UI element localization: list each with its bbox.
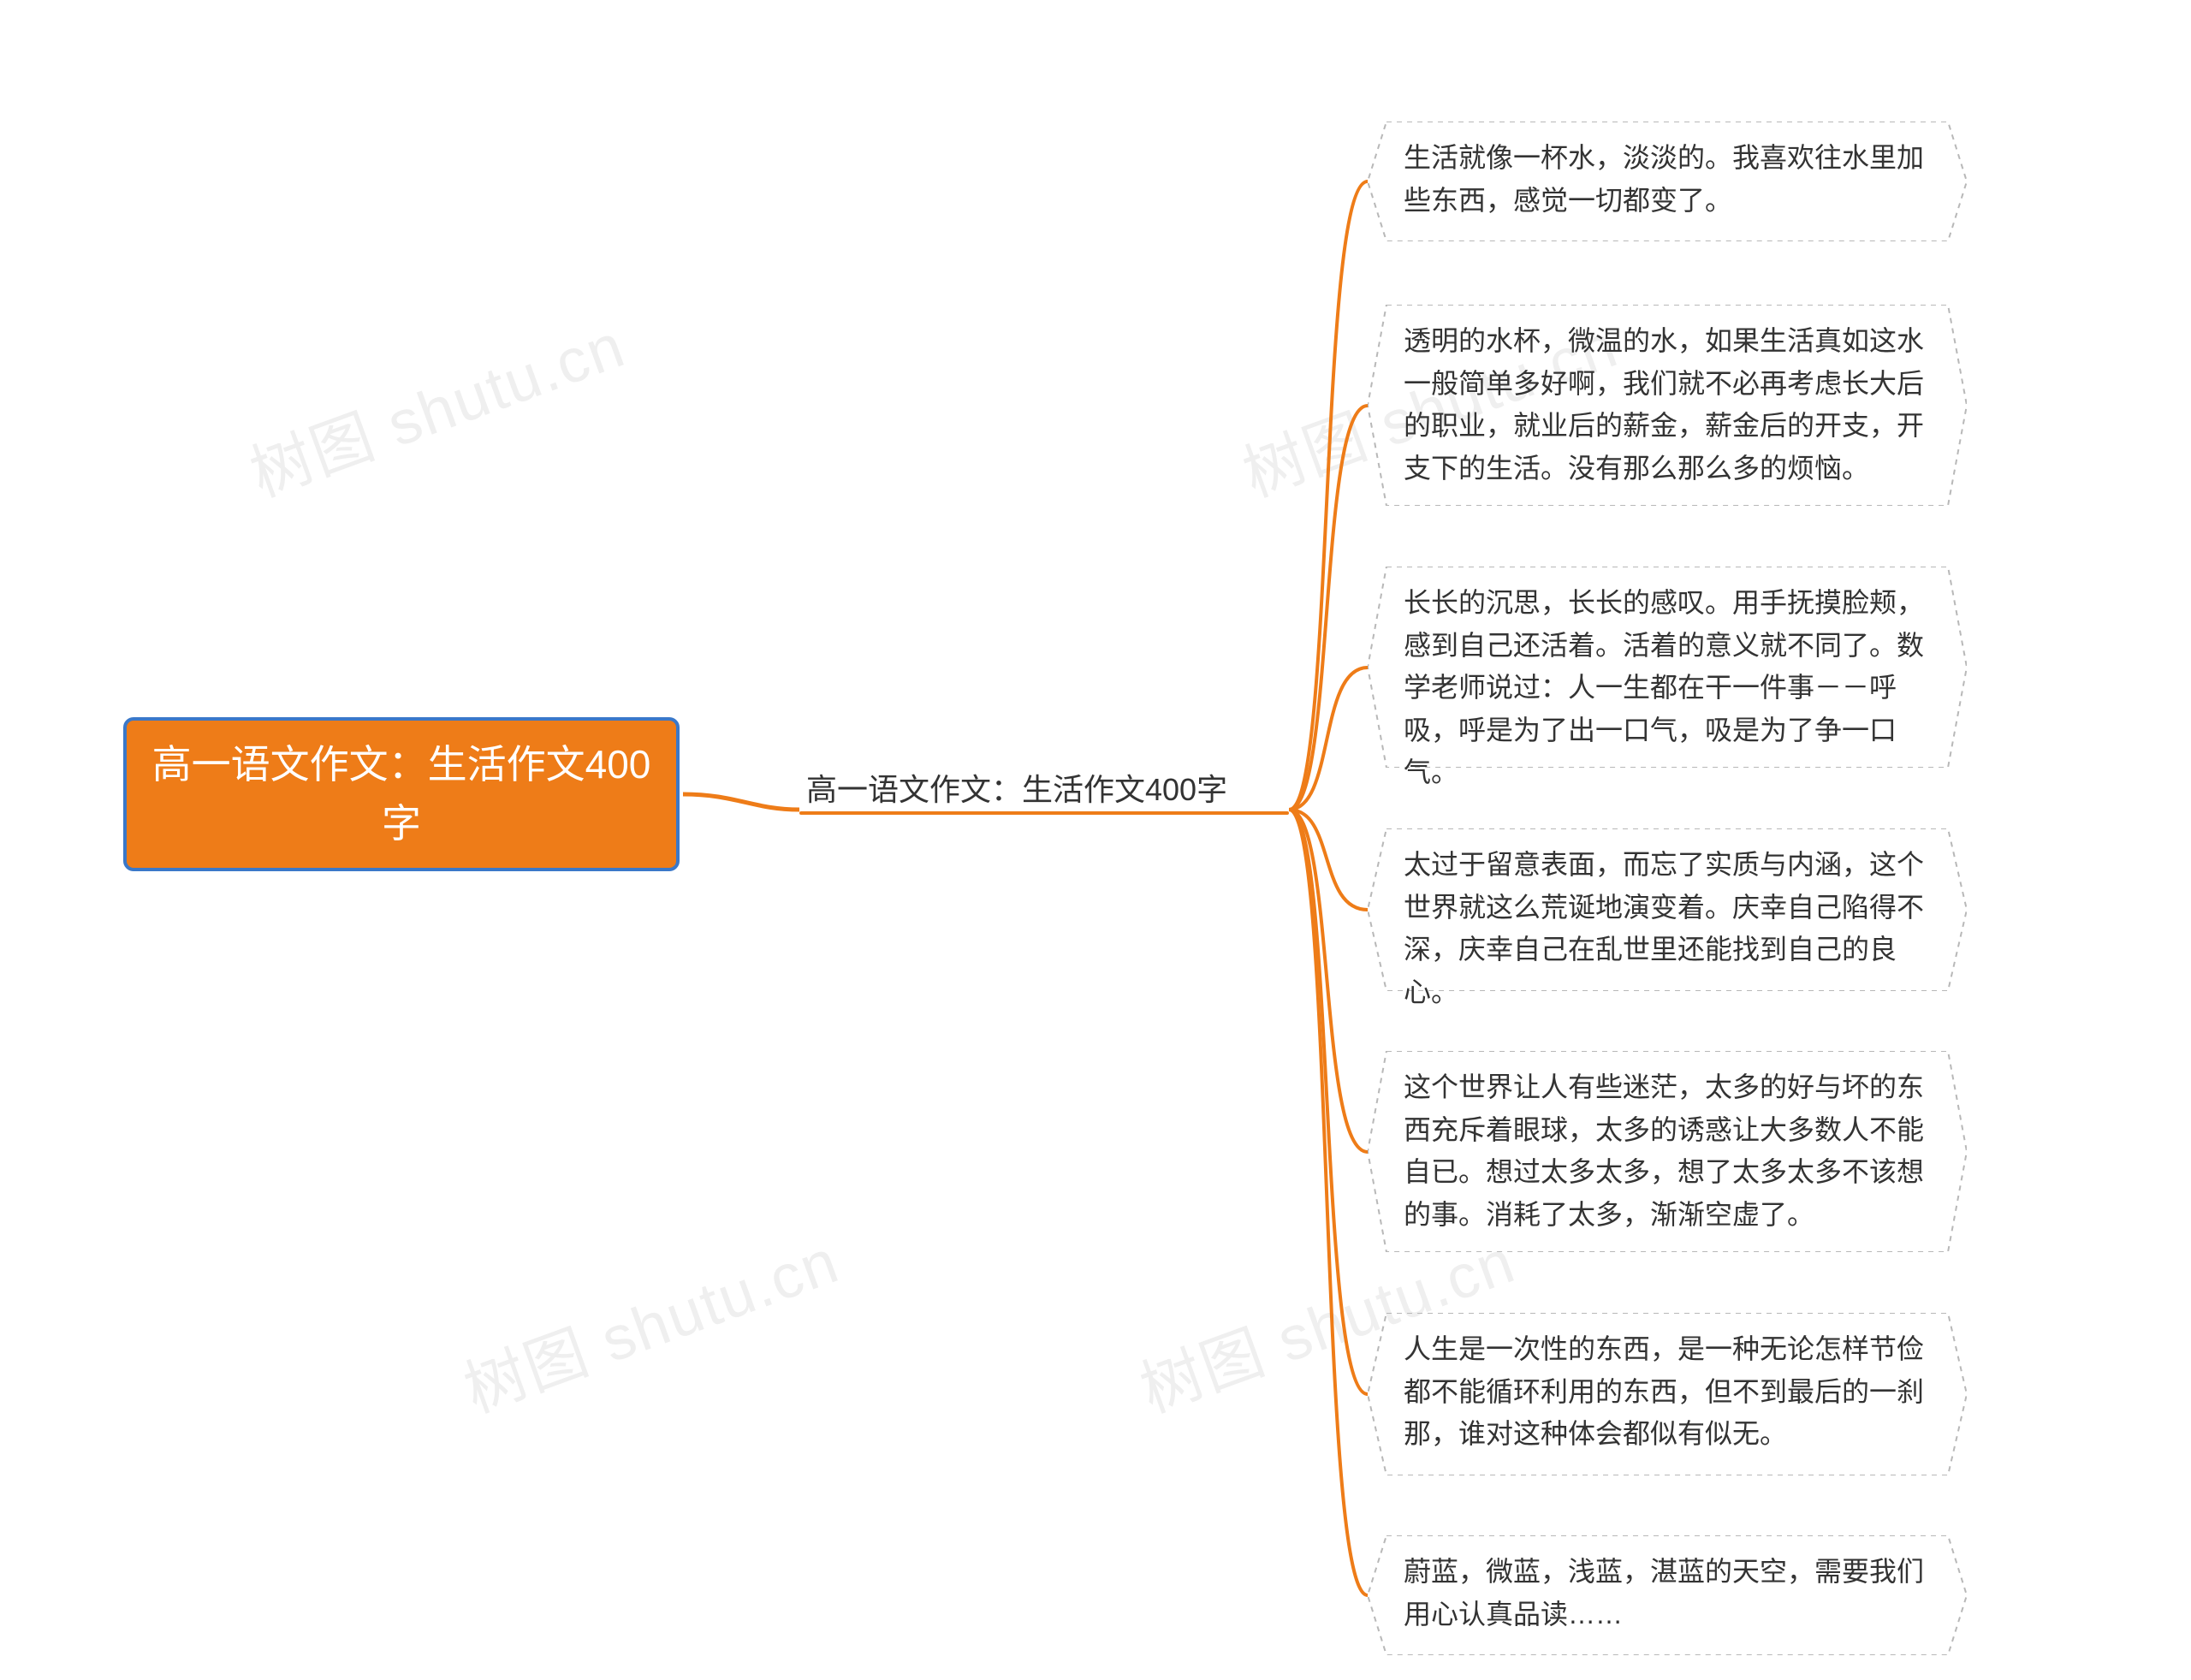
- mid-node[interactable]: 高一语文作文：生活作文400字: [806, 769, 1227, 816]
- leaf-text: 生活就像一杯水，淡淡的。我喜欢往水里加些东西，感觉一切都变了。: [1404, 142, 1924, 216]
- leaf-text: 太过于留意表面，而忘了实质与内涵，这个世界就这么荒诞地演变着。庆幸自己陷得不深，…: [1404, 849, 1924, 1007]
- leaf-text: 人生是一次性的东西，是一种无论怎样节俭都不能循环利用的东西，但不到最后的一刹那，…: [1404, 1333, 1924, 1449]
- leaf-text: 这个世界让人有些迷茫，太多的好与坏的东西充斥着眼球，太多的诱惑让大多数人不能自已…: [1404, 1072, 1924, 1230]
- watermark: 树图 shutu.cn: [236, 295, 635, 513]
- mid-node-label: 高一语文作文：生活作文400字: [806, 772, 1227, 807]
- leaf-text: 透明的水杯，微温的水，如果生活真如这水一般简单多好啊，我们就不必再考虑长大后的职…: [1404, 325, 1924, 484]
- leaf-node[interactable]: 太过于留意表面，而忘了实质与内涵，这个世界就这么荒诞地演变着。庆幸自己陷得不深，…: [1385, 832, 1950, 1025]
- leaf-node[interactable]: 蔚蓝，微蓝，浅蓝，湛蓝的天空，需要我们用心认真品读……: [1385, 1539, 1950, 1647]
- watermark: 树图 shutu.cn: [450, 1211, 849, 1429]
- mindmap-canvas: 树图 shutu.cn 树图 shutu.cn 树图 shutu.cn 树图 s…: [0, 0, 2191, 1680]
- mid-node-underline: [799, 811, 1289, 815]
- leaf-node[interactable]: 长长的沉思，长长的感叹。用手抚摸脸颊，感到自己还活着。活着的意义就不同了。数学老…: [1385, 570, 1950, 806]
- leaf-text: 蔚蓝，微蓝，浅蓝，湛蓝的天空，需要我们用心认真品读……: [1404, 1556, 1924, 1630]
- leaf-node[interactable]: 人生是一次性的东西，是一种无论怎样节俭都不能循环利用的东西，但不到最后的一刹那，…: [1385, 1316, 1950, 1468]
- leaf-text: 长长的沉思，长长的感叹。用手抚摸脸颊，感到自己还活着。活着的意义就不同了。数学老…: [1404, 587, 1924, 787]
- leaf-node[interactable]: 这个世界让人有些迷茫，太多的好与坏的东西充斥着眼球，太多的诱惑让大多数人不能自已…: [1385, 1054, 1950, 1248]
- leaf-node[interactable]: 透明的水杯，微温的水，如果生活真如这水一般简单多好啊，我们就不必再考虑长大后的职…: [1385, 308, 1950, 502]
- root-node-label: 高一语文作文：生活作文400字: [142, 735, 661, 853]
- root-node[interactable]: 高一语文作文：生活作文400字: [123, 717, 680, 871]
- leaf-node[interactable]: 生活就像一杯水，淡淡的。我喜欢往水里加些东西，感觉一切都变了。: [1385, 125, 1950, 234]
